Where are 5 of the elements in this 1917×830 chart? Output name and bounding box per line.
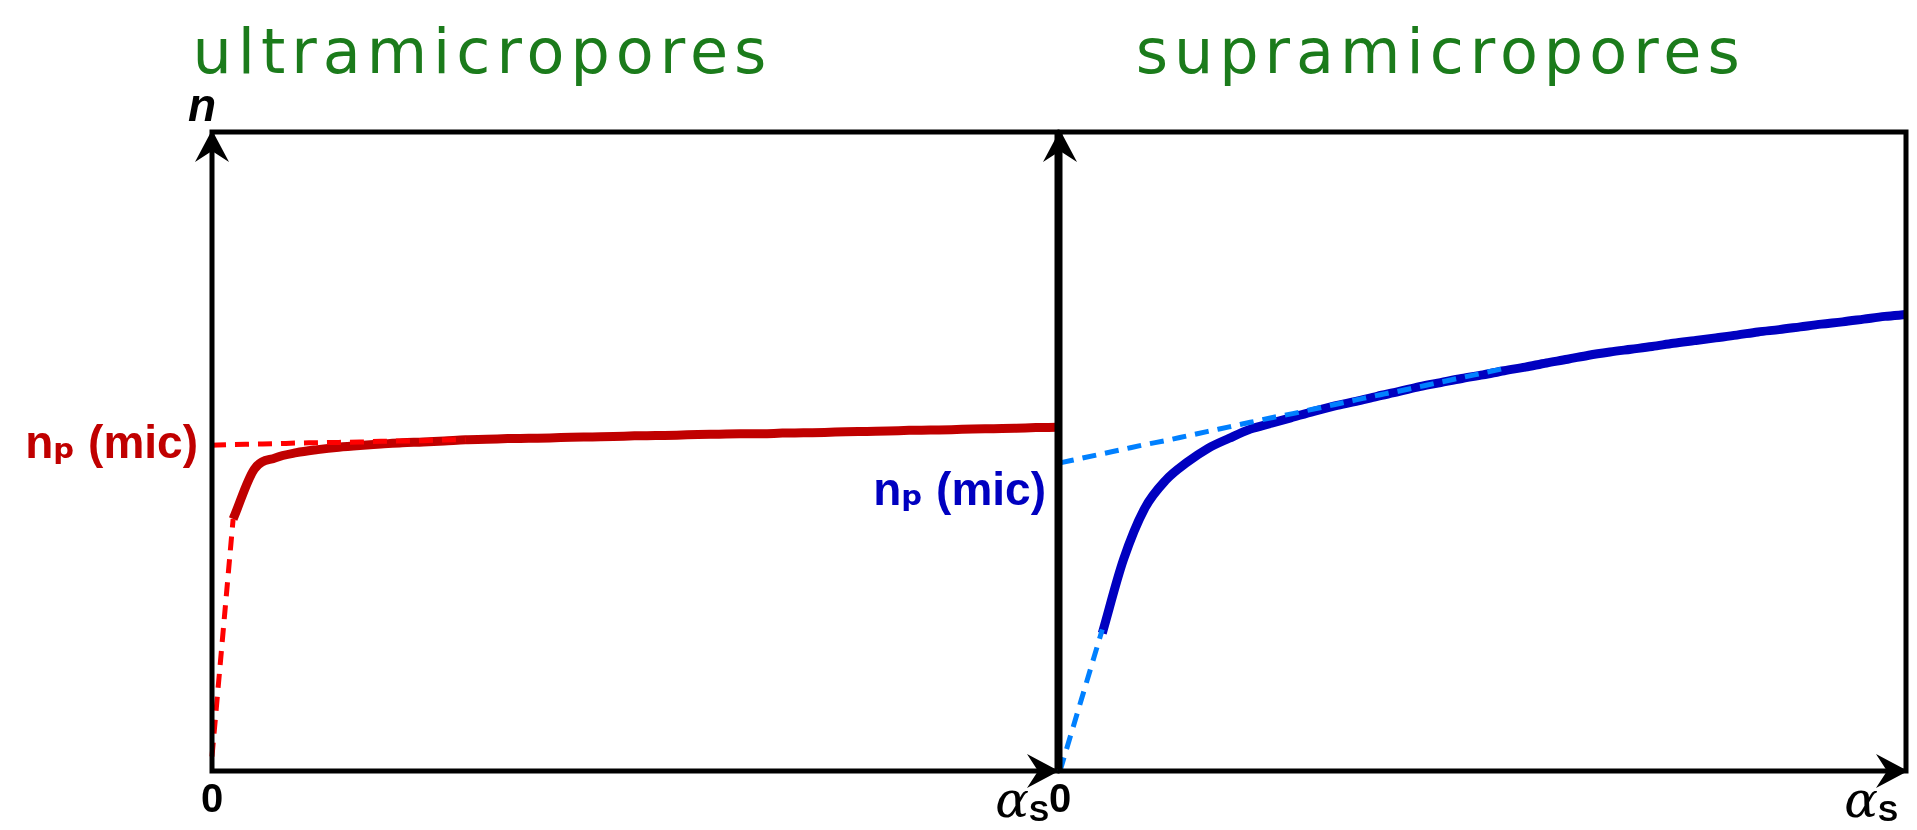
annotation: nₚ (mic) xyxy=(873,462,1046,515)
text: 0 xyxy=(1048,776,1072,821)
text: 0 xyxy=(200,776,224,821)
chart-title: supramicropores xyxy=(1135,15,1746,88)
text: nₚ (mic) xyxy=(25,415,198,468)
